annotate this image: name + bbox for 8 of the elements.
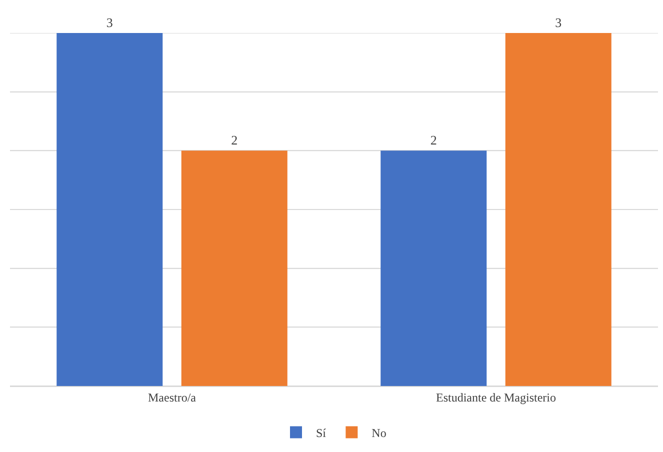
x-tick-label: Maestro/a — [148, 390, 197, 404]
data-label: 3 — [106, 15, 113, 30]
data-label: 3 — [555, 15, 562, 30]
x-tick-label: Estudiante de Magisterio — [436, 390, 556, 404]
data-label: 2 — [231, 132, 238, 148]
legend-label: No — [372, 426, 386, 440]
legend-label: Sí — [316, 426, 327, 440]
data-label: 2 — [430, 132, 437, 148]
